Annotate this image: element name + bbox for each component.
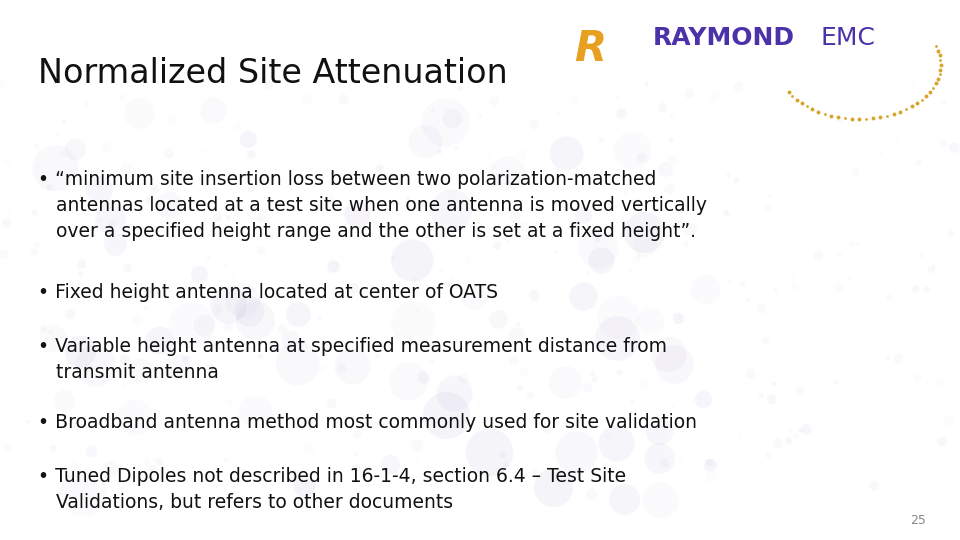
Text: Normalized Site Attenuation: Normalized Site Attenuation [38, 57, 508, 90]
Text: RAYMOND: RAYMOND [653, 26, 795, 50]
Text: • Tuned Dipoles not described in 16-1-4, section 6.4 – Test Site
   Validations,: • Tuned Dipoles not described in 16-1-4,… [38, 467, 627, 512]
Text: 25: 25 [910, 514, 926, 526]
Text: • Broadband antenna method most commonly used for site validation: • Broadband antenna method most commonly… [38, 413, 697, 432]
Text: • Fixed height antenna located at center of OATS: • Fixed height antenna located at center… [38, 284, 498, 302]
Text: • “minimum site insertion loss between two polarization-matched
   antennas loca: • “minimum site insertion loss between t… [38, 170, 708, 241]
Text: EMC: EMC [821, 26, 876, 50]
Text: • Variable height antenna at specified measurement distance from
   transmit ant: • Variable height antenna at specified m… [38, 338, 667, 382]
Text: R: R [574, 28, 607, 70]
